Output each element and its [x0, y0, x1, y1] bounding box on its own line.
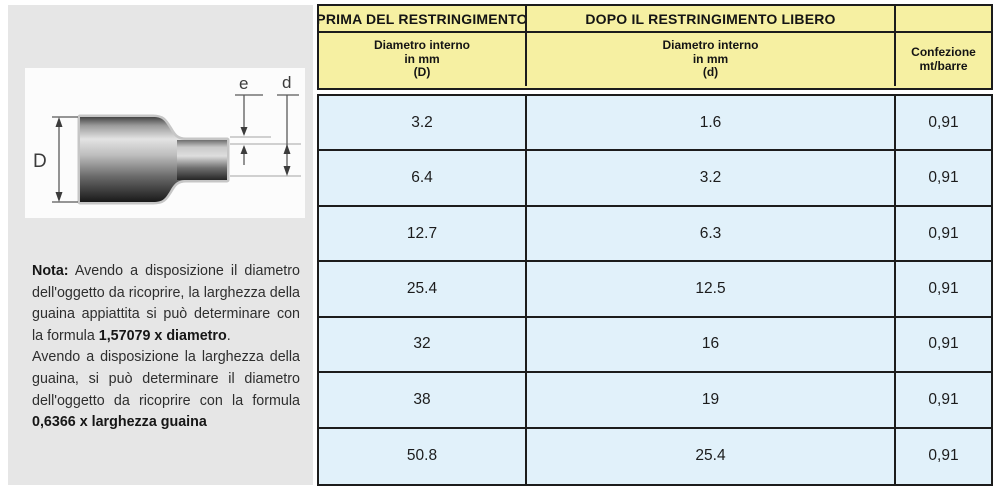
- table-row: 3.2 1.6 0,91: [319, 96, 991, 152]
- cell-D: 32: [319, 317, 527, 372]
- cell-d: 6.3: [527, 206, 896, 261]
- cell-d: 1.6: [527, 96, 896, 150]
- cell-confezione: 0,91: [928, 169, 959, 187]
- cell-confezione: 0,91: [928, 113, 959, 131]
- header-prima: PRIMA DEL RESTRINGIMENTO: [319, 6, 527, 33]
- cell-D: 25.4: [319, 262, 527, 316]
- note-paragraph-1: Nota: Avendo a disposizione il diametro …: [32, 263, 300, 344]
- arrow-down-icon: [240, 127, 248, 136]
- cell-D: 12.7: [319, 206, 527, 261]
- cell-D: 50.8: [319, 428, 527, 484]
- cell-d: 16: [527, 317, 896, 372]
- arrow-up-icon: [55, 117, 63, 127]
- cell-confezione: 0,91: [928, 279, 959, 297]
- note-paragraph-2: Avendo a disposizione la larghezza della…: [32, 349, 300, 431]
- left-panel: D e: [8, 5, 313, 485]
- header-empty: [896, 6, 991, 33]
- table-row: 12.7 6.3 0,91: [319, 206, 991, 263]
- note-title: Nota:: [32, 263, 69, 279]
- arrow-down-icon: [283, 166, 291, 176]
- table-row: 25.4 12.5 0,91: [319, 262, 991, 318]
- label-D: D: [33, 151, 47, 172]
- dimension-d: [277, 94, 299, 168]
- cell-D: 6.4: [319, 151, 527, 205]
- label-d: d: [282, 73, 291, 92]
- table-body: 3.2 1.6 0,91 6.4 3.2 0,91 12.7 6.3 0,91 …: [317, 94, 993, 486]
- cell-d: 19: [527, 373, 896, 427]
- tube-body: [80, 117, 227, 202]
- tube-drawing: D e: [33, 73, 301, 205]
- header-row-1: PRIMA DEL RESTRINGIMENTO DOPO IL RESTRIN…: [319, 6, 991, 33]
- header-row-2: Diametro interno in mm (D) Diametro inte…: [319, 33, 991, 86]
- cell-confezione: 0,91: [928, 390, 959, 408]
- cell-d: 12.5: [527, 262, 896, 316]
- cell-confezione: 0,91: [928, 447, 959, 465]
- table-row: 32 16 0,91: [319, 317, 991, 374]
- table-row: 50.8 25.4 0,91: [319, 428, 991, 484]
- arrow-down-icon: [55, 192, 63, 202]
- cell-D: 38: [319, 373, 527, 427]
- cell-confezione: 0,91: [928, 224, 959, 242]
- header-dopo: DOPO IL RESTRINGIMENTO LIBERO: [527, 6, 896, 33]
- note-text: Nota: Avendo a disposizione il diametro …: [32, 261, 300, 434]
- cell-d: 3.2: [527, 151, 896, 205]
- heat-shrink-tube-illustration: D e: [25, 68, 305, 218]
- table-row: 6.4 3.2 0,91: [319, 151, 991, 207]
- cell-d: 25.4: [527, 428, 896, 484]
- table-row: 38 19 0,91: [319, 373, 991, 429]
- header-diametro-D: Diametro interno in mm (D): [319, 33, 527, 86]
- header-confezione: Confezione mt/barre: [911, 44, 976, 73]
- label-e: e: [239, 74, 248, 93]
- dimension-D: [52, 116, 78, 203]
- tube-small-end: [177, 140, 227, 180]
- shrink-table: PRIMA DEL RESTRINGIMENTO DOPO IL RESTRIN…: [317, 4, 993, 486]
- arrow-up-icon: [283, 144, 291, 154]
- arrow-up-icon: [240, 145, 248, 154]
- header-diametro-d: Diametro interno in mm (d): [527, 33, 896, 86]
- cell-confezione: 0,91: [928, 335, 959, 353]
- table-header: PRIMA DEL RESTRINGIMENTO DOPO IL RESTRIN…: [317, 4, 993, 90]
- extension-lines: [230, 136, 301, 177]
- cell-D: 3.2: [319, 96, 527, 150]
- dimension-e: [235, 94, 263, 165]
